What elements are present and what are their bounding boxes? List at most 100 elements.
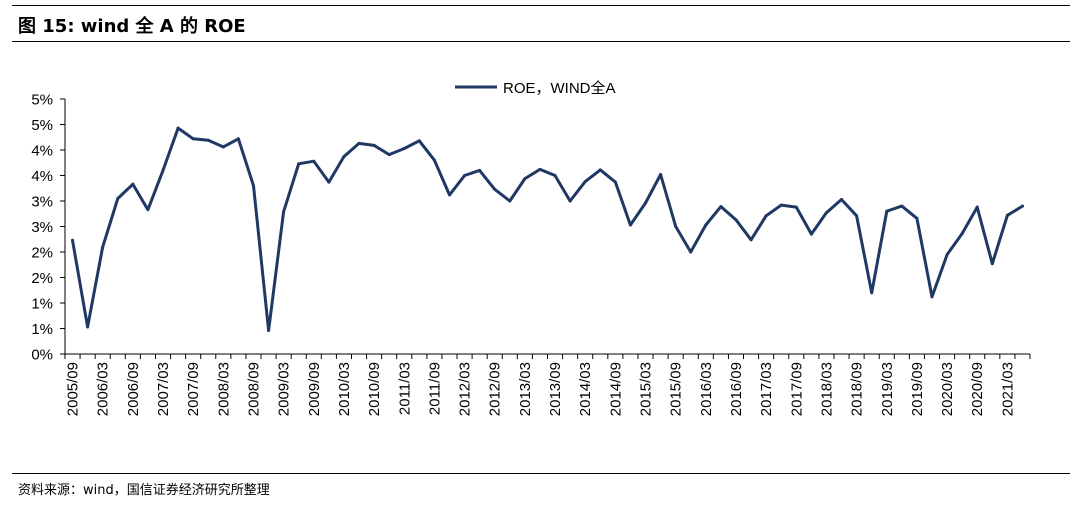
data-point	[840, 197, 844, 201]
data-point	[990, 262, 994, 266]
data-point	[945, 253, 949, 257]
data-point	[1005, 213, 1009, 217]
data-point	[885, 209, 889, 213]
data-point	[176, 126, 180, 130]
x-tick-label: 2015/09	[668, 362, 685, 416]
figure-title: 图 15: wind 全 A 的 ROE	[18, 16, 246, 37]
data-point	[131, 182, 135, 186]
data-point	[236, 137, 240, 141]
series-line-roe	[71, 126, 1024, 332]
source-rule	[12, 473, 1070, 474]
data-point	[809, 232, 813, 236]
x-tick-label: 2014/09	[607, 362, 624, 416]
x-tick-label: 2017/03	[758, 362, 775, 416]
x-tick-label: 2019/09	[909, 362, 926, 416]
data-point	[734, 218, 738, 222]
data-point	[779, 203, 783, 207]
data-point	[523, 177, 527, 181]
data-point	[282, 210, 286, 214]
x-tick-label: 2009/09	[306, 362, 323, 416]
y-tick-label: 5%	[31, 117, 53, 134]
x-tick-label: 2019/03	[879, 362, 896, 416]
data-point	[447, 193, 451, 197]
x-tick-label: 2015/03	[638, 362, 655, 416]
data-point	[463, 174, 467, 177]
data-point	[915, 216, 919, 220]
data-point	[824, 211, 828, 215]
data-point	[387, 153, 391, 157]
data-point	[342, 155, 346, 159]
data-point	[221, 145, 225, 149]
data-point	[432, 158, 436, 162]
data-point	[855, 214, 859, 218]
data-point	[402, 146, 406, 150]
x-tick-label: 2005/09	[65, 362, 82, 416]
x-tick-label: 2017/09	[788, 362, 805, 416]
x-tick-label: 2013/03	[517, 362, 534, 416]
x-tick-label: 2020/09	[969, 362, 986, 416]
data-point	[508, 199, 512, 203]
x-tick-label: 2008/09	[245, 362, 262, 416]
data-point	[749, 238, 753, 242]
title-rule	[12, 41, 1070, 42]
data-point	[372, 143, 376, 147]
data-point	[116, 196, 120, 200]
data-point	[719, 205, 723, 209]
y-tick-label: 2%	[31, 270, 53, 287]
x-tick-label: 2011/09	[426, 362, 443, 415]
data-point	[206, 138, 210, 142]
x-tick-label: 2006/03	[95, 362, 112, 416]
x-tick-label: 2009/03	[276, 362, 293, 416]
data-point	[568, 199, 572, 203]
x-tick-label: 2016/09	[728, 362, 745, 416]
legend-label-roe: ROE，WIND全A	[503, 79, 616, 97]
data-point	[794, 205, 798, 209]
y-tick-label: 0%	[31, 347, 53, 364]
x-tick-label: 2014/03	[577, 362, 594, 416]
x-tick-label: 2012/09	[487, 362, 504, 416]
data-point	[312, 159, 316, 163]
data-point	[71, 238, 75, 242]
data-point	[251, 184, 255, 188]
data-point	[960, 232, 964, 236]
data-point	[553, 174, 557, 177]
x-tick-label: 2010/03	[336, 362, 353, 416]
y-tick-label: 3%	[31, 219, 53, 236]
data-point	[327, 180, 331, 184]
x-tick-label: 2007/03	[155, 362, 172, 416]
data-point	[161, 168, 165, 172]
x-tick-label: 2013/09	[547, 362, 564, 416]
data-point	[764, 214, 768, 218]
x-tick-label: 2008/03	[215, 362, 232, 416]
data-point	[659, 172, 663, 176]
data-point	[674, 225, 678, 228]
y-axis: 0% 1% 1% 2% 2% 3% 3% 4% 4% 5% 5%	[31, 92, 66, 364]
data-point	[628, 223, 632, 227]
x-tick-label: 2018/09	[849, 362, 866, 416]
x-tick-label: 2018/03	[818, 362, 835, 416]
data-point	[598, 168, 602, 172]
data-point	[900, 204, 904, 208]
data-point	[493, 187, 497, 191]
y-tick-label: 1%	[31, 296, 53, 313]
data-point	[478, 168, 482, 172]
data-point	[704, 223, 708, 227]
x-tick-label: 2007/09	[185, 362, 202, 416]
top-rule	[12, 5, 1070, 6]
y-tick-label: 4%	[31, 168, 53, 185]
x-tick-label: 2010/09	[366, 362, 383, 416]
data-point	[689, 250, 693, 254]
y-tick-label: 1%	[31, 321, 53, 338]
data-point	[975, 205, 979, 209]
x-tick-label: 2020/03	[939, 362, 956, 416]
chart-legend: ROE，WIND全A	[455, 79, 616, 97]
data-point	[417, 139, 421, 143]
data-point	[538, 167, 542, 171]
data-point	[297, 162, 301, 166]
x-tick-label: 2011/03	[396, 362, 413, 415]
x-tick-label: 2021/03	[999, 362, 1016, 416]
source-note: 资料来源：wind，国信证券经济研究所整理	[18, 483, 270, 498]
data-point	[146, 208, 150, 212]
x-tick-label: 2012/03	[457, 362, 474, 416]
data-point	[613, 180, 617, 184]
